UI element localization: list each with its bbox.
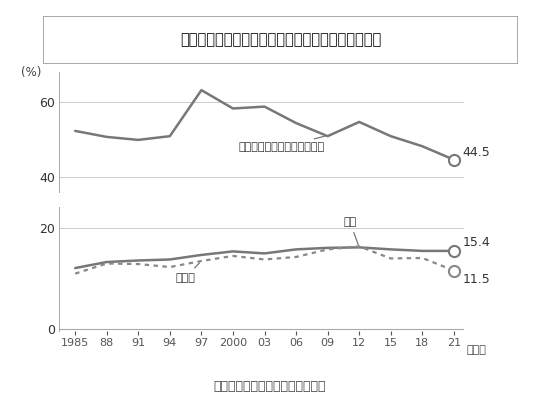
Text: 子どもがいて大人が一人世帯: 子どもがいて大人が一人世帯 bbox=[238, 136, 325, 152]
Text: (%): (%) bbox=[21, 66, 41, 79]
Text: 44.5: 44.5 bbox=[462, 146, 490, 158]
Text: 日本における相対的貧困率の推移: 日本における相対的貧困率の推移 bbox=[214, 380, 326, 393]
Text: 全体: 全体 bbox=[343, 217, 358, 245]
Text: （年）: （年） bbox=[467, 345, 487, 355]
Text: 「ひとり親世帯」の半分近くが月約１０万円の収入: 「ひとり親世帯」の半分近くが月約１０万円の収入 bbox=[180, 32, 381, 47]
Text: 子ども: 子ども bbox=[175, 263, 199, 282]
Text: 15.4: 15.4 bbox=[462, 236, 490, 249]
Text: 11.5: 11.5 bbox=[462, 273, 490, 286]
